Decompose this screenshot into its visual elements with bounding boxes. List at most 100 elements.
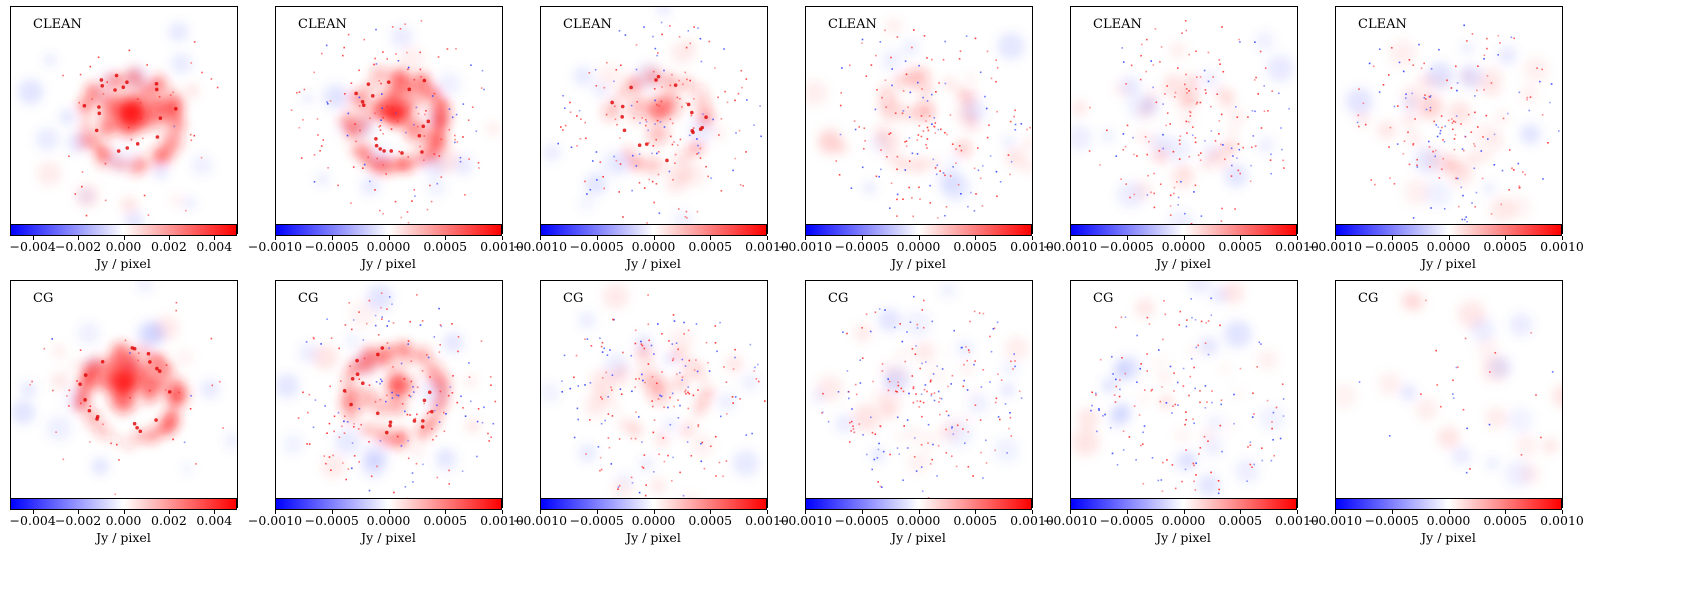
colorbar-tick-label: 0.0010 <box>1275 513 1319 528</box>
colorbar-tick-label: 0.0000 <box>631 513 676 528</box>
colorbar-tick-label: 0.0010 <box>480 513 524 528</box>
colorbar-tick-label: −0.0010 <box>777 513 833 528</box>
panel-label: CG <box>298 291 319 306</box>
colorbar <box>805 498 1032 510</box>
colorbar <box>10 498 237 510</box>
point-residuals <box>561 294 766 497</box>
panel-label: CG <box>33 291 54 306</box>
colorbar-tick-label: −0.0005 <box>1364 239 1419 254</box>
colorbar-tick-label: −0.0010 <box>1042 513 1098 528</box>
colorbar-tick-label: −0.0010 <box>1307 239 1363 254</box>
image-panel-r1-c4: CLEAN <box>805 6 1033 234</box>
diffuse-emission <box>811 282 1029 474</box>
colorbar-tick <box>1335 510 1336 514</box>
colorbar-tick-label: 0.0010 <box>1010 239 1054 254</box>
heatmap-image <box>1071 281 1285 497</box>
colorbar-tick <box>597 510 598 514</box>
colorbar-tick-label: −0.0010 <box>247 513 303 528</box>
colorbar-tick <box>1184 236 1185 240</box>
colorbar <box>1070 224 1297 236</box>
colorbar-tick-label: 0.0005 <box>1218 513 1263 528</box>
colorbar-tick-label: 0.000 <box>105 239 142 254</box>
image-panel-r2-c2: CG <box>275 280 503 508</box>
diffuse-emission <box>1071 30 1294 233</box>
heatmap-image <box>1071 20 1294 233</box>
colorbar-tick <box>805 236 806 240</box>
diffuse-emission <box>11 281 237 476</box>
colorbar-tick <box>389 510 390 514</box>
diffuse-emission <box>276 284 481 479</box>
image-panel-r2-c5: CG <box>1070 280 1298 508</box>
colorbar-tick <box>710 236 711 240</box>
heatmap-image <box>811 282 1029 500</box>
colorbar-tick <box>1070 510 1071 514</box>
colorbar-tick-label: 0.0005 <box>423 239 468 254</box>
colorbar-label: Jy / pixel <box>96 530 151 545</box>
colorbar-tick <box>78 236 79 240</box>
colorbar-tick <box>332 236 333 240</box>
colorbar-label: Jy / pixel <box>361 256 416 271</box>
panel-label: CLEAN <box>1093 17 1142 32</box>
panel-label: CG <box>563 291 584 306</box>
colorbar <box>540 498 767 510</box>
colorbar-tick-label: 0.0005 <box>953 239 998 254</box>
colorbar-tick-label: 0.002 <box>150 513 187 528</box>
colorbar-tick-label: 0.0000 <box>896 513 941 528</box>
colorbar-tick <box>1562 236 1563 240</box>
colorbar-tick-label: 0.0010 <box>745 239 789 254</box>
point-residuals <box>1358 299 1554 474</box>
colorbar-label: Jy / pixel <box>891 530 946 545</box>
colorbar-tick <box>805 510 806 514</box>
heatmap-image <box>543 7 762 231</box>
colorbar-tick <box>1184 510 1185 514</box>
colorbar-tick <box>1240 236 1241 240</box>
image-panel-r2-c4: CG <box>805 280 1033 508</box>
colorbar-tick-label: 0.0000 <box>1161 513 1206 528</box>
diffuse-emission <box>301 25 500 198</box>
point-residuals <box>1090 297 1285 495</box>
colorbar-tick-label: 0.0005 <box>953 513 998 528</box>
image-panel-r2-c1: CG <box>10 280 238 508</box>
colorbar <box>540 224 767 236</box>
colorbar-tick-label: 0.0010 <box>1540 239 1584 254</box>
colorbar-tick <box>214 236 215 240</box>
colorbar-tick-label: 0.0005 <box>1483 239 1528 254</box>
panel-label: CLEAN <box>563 17 612 32</box>
colorbar-tick-label: 0.0000 <box>1426 239 1471 254</box>
colorbar-tick <box>597 236 598 240</box>
diffuse-emission <box>1336 291 1562 488</box>
colorbar-tick <box>1449 236 1450 240</box>
colorbar <box>1335 498 1562 510</box>
colorbar-tick-label: 0.0005 <box>688 239 733 254</box>
colorbar-tick-label: 0.0010 <box>1540 513 1584 528</box>
colorbar-tick-label: −0.004 <box>9 513 56 528</box>
colorbar-tick <box>169 510 170 514</box>
colorbar <box>1335 224 1562 236</box>
point-residuals <box>1356 24 1560 223</box>
colorbar-label: Jy / pixel <box>96 256 151 271</box>
colorbar-tick-label: −0.0010 <box>1307 513 1363 528</box>
colorbar-label: Jy / pixel <box>626 256 681 271</box>
colorbar-tick-label: 0.0010 <box>480 239 524 254</box>
point-residuals <box>1088 20 1290 227</box>
diffuse-emission <box>1345 39 1549 223</box>
colorbar-tick-label: −0.0005 <box>304 513 359 528</box>
image-panel-r1-c1: CLEAN <box>10 6 238 234</box>
panel-label: CLEAN <box>828 17 877 32</box>
colorbar-tick-label: 0.0005 <box>688 513 733 528</box>
heatmap-image <box>276 284 497 500</box>
colorbar-tick-label: −0.0005 <box>569 239 624 254</box>
colorbar-tick-label: 0.0000 <box>366 513 411 528</box>
colorbar-tick-label: 0.0000 <box>366 239 411 254</box>
colorbar-tick-label: 0.0010 <box>745 513 789 528</box>
colorbar-tick-label: −0.0005 <box>1099 239 1154 254</box>
colorbar-tick-label: −0.0005 <box>834 513 889 528</box>
diffuse-emission <box>541 283 760 507</box>
panel-label: CLEAN <box>33 17 82 32</box>
colorbar-tick <box>1505 236 1506 240</box>
colorbar-tick <box>1562 510 1563 514</box>
colorbar-tick-label: 0.0000 <box>1161 239 1206 254</box>
colorbar-tick <box>332 510 333 514</box>
colorbar-tick-label: 0.0000 <box>896 239 941 254</box>
colorbar-tick <box>1297 510 1298 514</box>
